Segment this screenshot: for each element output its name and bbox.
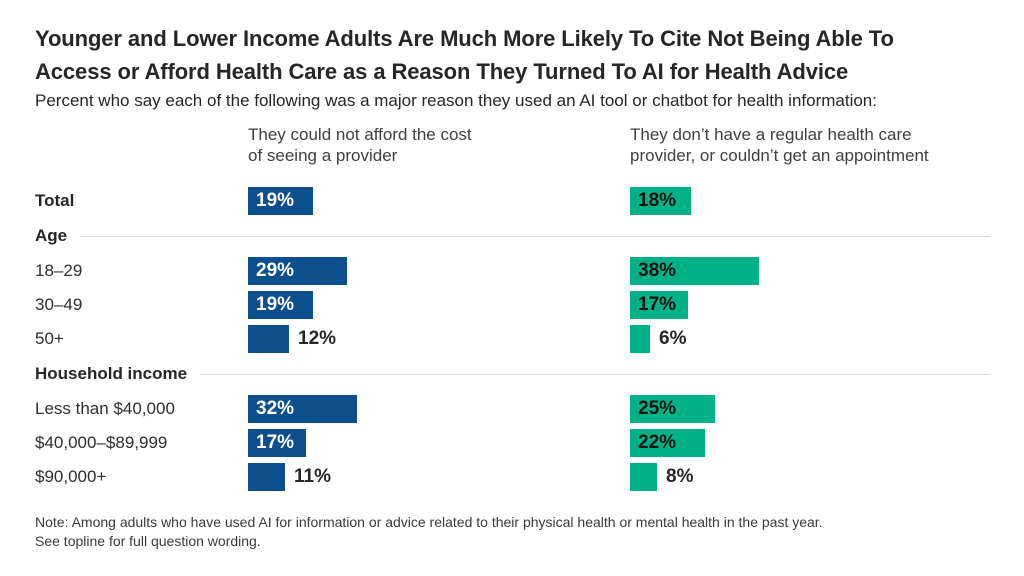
bar-no-provider: 18% [630, 187, 691, 215]
chart-subtitle: Percent who say each of the following wa… [35, 91, 877, 110]
section-header-label: Household income [35, 364, 188, 383]
column-header-affordability: They could not afford the cost of seeing… [248, 125, 472, 165]
bar-affordability: 29% [248, 257, 347, 285]
bar-value-label: 6% [659, 328, 687, 349]
section-divider-line [200, 373, 990, 375]
bar-value-label: 17% [638, 294, 677, 315]
bar-value-label: 22% [638, 432, 677, 453]
chart-row: 50+ 12% 6% [35, 325, 990, 353]
bar-cell: 18% [630, 187, 990, 215]
category-label: 50+ [35, 329, 64, 348]
bar-affordability: 17% [248, 429, 306, 457]
category-label: $90,000+ [35, 467, 107, 486]
bar-cell: 25% [630, 395, 990, 423]
chart-row: $90,000+ 11% 8% [35, 463, 990, 491]
bar-affordability: 32% [248, 395, 357, 423]
chart-rows: Total 19% 18% Age 18–29 29% 38% 30–49 19% 17% 50+ 1… [35, 187, 990, 491]
bar-cell: 12% [248, 325, 630, 353]
bar-no-provider [630, 325, 650, 353]
bar-value-label: 11% [294, 466, 331, 487]
chart-title: Younger and Lower Income Adults Are Much… [35, 26, 894, 84]
chart-row: $40,000–$89,999 17% 22% [35, 429, 990, 457]
category-label: $40,000–$89,999 [35, 433, 168, 452]
column-header-no-provider: They don’t have a regular health care pr… [630, 125, 929, 165]
bar-value-label: 17% [256, 432, 295, 453]
bar-value-label: 12% [298, 328, 337, 349]
footnote-line-2: See topline for full question wording. [35, 533, 261, 549]
column-headers: They could not afford the cost of seeing… [35, 124, 990, 166]
bar-no-provider: 38% [630, 257, 759, 285]
bar-value-label: 29% [256, 260, 295, 281]
bar-no-provider: 25% [630, 395, 715, 423]
category-label: Total [35, 191, 75, 210]
bar-value-label: 19% [256, 190, 295, 211]
bar-value-label: 32% [256, 398, 295, 419]
category-label: 18–29 [35, 261, 83, 280]
bar-cell: 11% [248, 463, 630, 491]
section-header-label: Age [35, 226, 68, 245]
bar-cell: 8% [630, 463, 990, 491]
bar-cell: 17% [630, 291, 990, 319]
category-label: Less than $40,000 [35, 399, 175, 418]
bar-cell: 19% [248, 291, 630, 319]
footnote-line-1: Note: Among adults who have used AI for … [35, 514, 823, 530]
bar-cell: 38% [630, 257, 990, 285]
bar-no-provider [630, 463, 657, 491]
section-header-row: Age [35, 221, 990, 251]
footnote: Note: Among adults who have used AI for … [35, 513, 990, 551]
bar-cell: 6% [630, 325, 990, 353]
bar-value-label: 8% [666, 466, 694, 487]
bar-value-label: 18% [638, 190, 677, 211]
bar-cell: 19% [248, 187, 630, 215]
bar-value-label: 38% [638, 260, 677, 281]
bar-cell: 17% [248, 429, 630, 457]
bar-no-provider: 22% [630, 429, 705, 457]
category-label: 30–49 [35, 295, 83, 314]
bar-affordability: 19% [248, 291, 313, 319]
chart-row: 30–49 19% 17% [35, 291, 990, 319]
bar-value-label: 19% [256, 294, 295, 315]
bar-cell: 32% [248, 395, 630, 423]
section-header-row: Household income [35, 359, 990, 389]
bar-cell: 22% [630, 429, 990, 457]
chart-row: Total 19% 18% [35, 187, 990, 215]
bar-affordability: 19% [248, 187, 313, 215]
chart-row: Less than $40,000 32% 25% [35, 395, 990, 423]
bar-affordability [248, 463, 285, 491]
chart-row: 18–29 29% 38% [35, 257, 990, 285]
bar-no-provider: 17% [630, 291, 688, 319]
bar-value-label: 25% [638, 398, 677, 419]
bar-cell: 29% [248, 257, 630, 285]
bar-affordability [248, 325, 289, 353]
section-divider-line [80, 235, 990, 237]
